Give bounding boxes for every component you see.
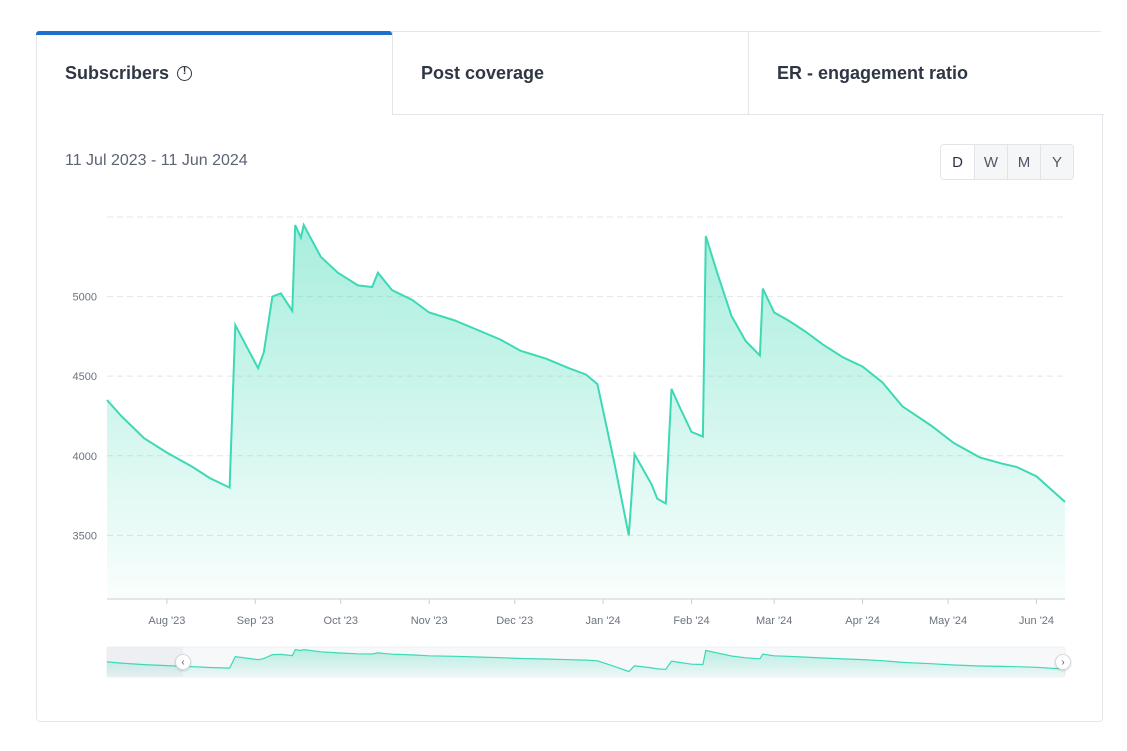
x-tick-label: Aug '23 xyxy=(148,615,185,627)
x-tick-label: Mar '24 xyxy=(756,615,792,627)
tab-engagement-ratio[interactable]: ER - engagement ratio xyxy=(748,32,1104,115)
tab-subscribers-label: Subscribers xyxy=(65,62,170,83)
y-tick-label: 4500 xyxy=(73,371,97,383)
metric-tabs: Subscribers Post coverage ER - engagemen… xyxy=(36,31,1104,116)
x-tick-label: Apr '24 xyxy=(845,615,880,627)
period-day-button[interactable]: D xyxy=(941,145,974,179)
tab-post-coverage[interactable]: Post coverage xyxy=(392,32,748,115)
x-tick-label: Feb '24 xyxy=(673,615,709,627)
period-month-button[interactable]: M xyxy=(1007,145,1040,179)
navigator-area xyxy=(107,649,1065,676)
x-tick-label: Dec '23 xyxy=(496,615,533,627)
info-icon[interactable] xyxy=(177,65,193,81)
subscribers-area xyxy=(107,225,1065,599)
subscribers-line xyxy=(106,222,1066,536)
x-tick-label: Oct '23 xyxy=(324,615,359,627)
tab-post-coverage-label: Post coverage xyxy=(421,62,545,83)
navigator-line xyxy=(106,648,1066,673)
navigator-left-handle[interactable]: ‹ xyxy=(175,654,191,670)
period-week-button[interactable]: W xyxy=(974,145,1007,179)
x-tick-label: Sep '23 xyxy=(237,615,274,627)
period-selector: D W M Y xyxy=(940,144,1074,180)
navigator-right-handle[interactable]: › xyxy=(1055,654,1071,670)
x-tick-label: Jun '24 xyxy=(1019,615,1054,627)
tab-engagement-ratio-label: ER - engagement ratio xyxy=(777,62,969,83)
navigator[interactable] xyxy=(106,646,1066,678)
tab-subscribers[interactable]: Subscribers xyxy=(36,31,392,115)
period-year-button[interactable]: Y xyxy=(1040,145,1073,179)
subscribers-card: Subscribers Post coverage ER - engagemen… xyxy=(36,31,1104,722)
y-tick-label: 5000 xyxy=(73,292,97,304)
x-tick-label: Nov '23 xyxy=(411,615,448,627)
x-tick-label: Jan '24 xyxy=(586,615,621,627)
y-tick-label: 4000 xyxy=(73,451,97,463)
y-tick-label: 3500 xyxy=(73,530,97,542)
date-range-label: 11 Jul 2023 - 11 Jun 2024 xyxy=(65,152,248,169)
x-tick-label: May '24 xyxy=(929,615,967,627)
